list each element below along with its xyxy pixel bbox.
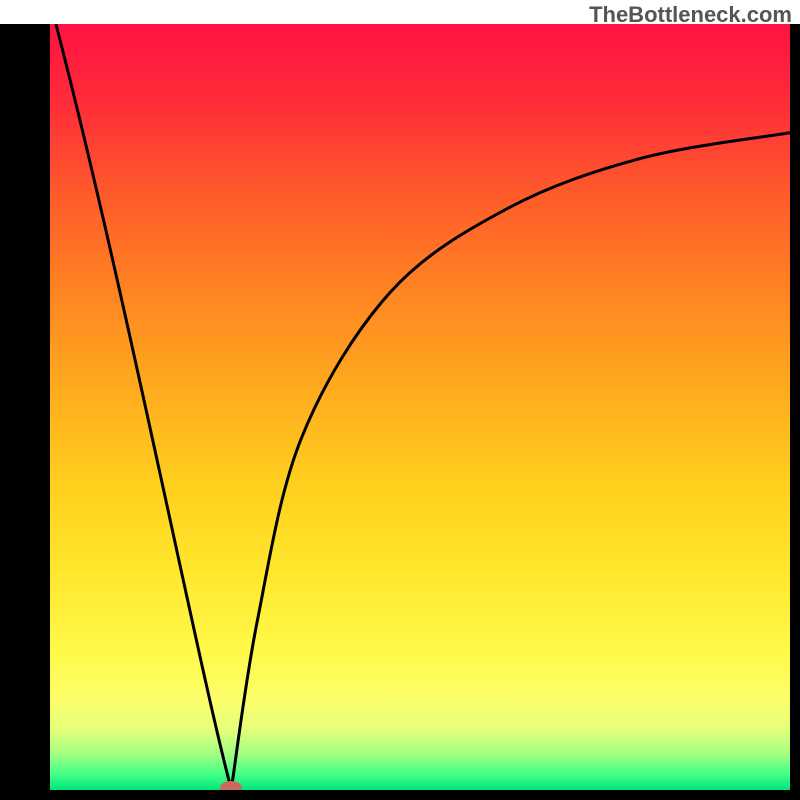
bottleneck-curve (56, 24, 790, 789)
curve-layer (50, 24, 790, 790)
frame-top-left (0, 0, 50, 24)
minimum-marker (220, 781, 242, 790)
frame-bottom (0, 790, 800, 800)
chart-container: TheBottleneck.com (0, 0, 800, 800)
watermark-text: TheBottleneck.com (589, 2, 792, 28)
frame-right (790, 24, 800, 790)
plot-area (50, 24, 790, 790)
frame-left (0, 24, 50, 790)
